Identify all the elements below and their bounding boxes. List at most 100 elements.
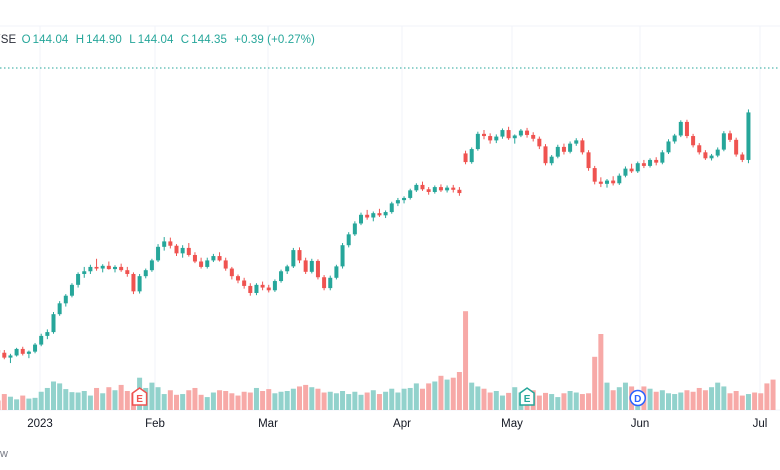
volume-bar[interactable]: [32, 397, 38, 410]
volume-bar[interactable]: [0, 400, 1, 411]
volume-bar[interactable]: [721, 386, 727, 410]
volume-bar[interactable]: [266, 389, 272, 410]
volume-bar[interactable]: [217, 390, 223, 410]
volume-bar[interactable]: [327, 391, 333, 410]
volume-bar[interactable]: [770, 379, 776, 410]
volume-bar[interactable]: [622, 382, 628, 410]
volume-bar[interactable]: [51, 381, 56, 411]
earnings-marker[interactable]: E: [131, 387, 148, 406]
candle[interactable]: [211, 253, 216, 263]
volume-bar[interactable]: [463, 311, 469, 410]
candle[interactable]: [174, 244, 179, 257]
volume-bar[interactable]: [174, 394, 179, 410]
volume-bar[interactable]: [1, 394, 7, 410]
volume-bar[interactable]: [727, 393, 733, 410]
candle[interactable]: [561, 143, 566, 155]
candle[interactable]: [365, 209, 370, 220]
volume-bar[interactable]: [702, 390, 708, 410]
candle[interactable]: [617, 173, 622, 185]
candle[interactable]: [297, 247, 302, 264]
candle[interactable]: [728, 130, 732, 143]
candle[interactable]: [285, 264, 290, 274]
candle[interactable]: [315, 259, 320, 280]
candle[interactable]: [76, 272, 81, 288]
volume-bar[interactable]: [696, 387, 702, 410]
candle[interactable]: [266, 284, 271, 293]
candle[interactable]: [709, 153, 714, 161]
candle[interactable]: [500, 128, 505, 139]
volume-bar[interactable]: [561, 393, 567, 410]
candle[interactable]: [494, 134, 499, 144]
candle[interactable]: [703, 150, 708, 160]
candle[interactable]: [45, 329, 50, 340]
volume-bar[interactable]: [284, 391, 290, 410]
candle[interactable]: [260, 281, 265, 291]
candle[interactable]: [371, 211, 376, 222]
volume-bar[interactable]: [333, 393, 339, 410]
candle[interactable]: [33, 342, 38, 354]
volume-bar[interactable]: [376, 394, 382, 410]
candle[interactable]: [641, 159, 646, 169]
candle[interactable]: [359, 212, 363, 226]
candle[interactable]: [291, 247, 296, 269]
candle[interactable]: [100, 264, 105, 273]
candle[interactable]: [586, 150, 591, 171]
volume-bar[interactable]: [739, 395, 745, 410]
volume-bar[interactable]: [57, 383, 63, 410]
volume-bar[interactable]: [450, 377, 456, 410]
volume-bar[interactable]: [223, 391, 229, 410]
volume-bar[interactable]: [198, 394, 204, 410]
candle[interactable]: [340, 243, 345, 269]
candle[interactable]: [605, 178, 609, 188]
volume-bar[interactable]: [715, 382, 721, 410]
volume-bar[interactable]: [87, 395, 93, 410]
candle[interactable]: [39, 333, 44, 347]
candle[interactable]: [143, 268, 148, 279]
volume-bar[interactable]: [100, 393, 106, 410]
candle[interactable]: [248, 283, 253, 296]
candle[interactable]: [488, 133, 493, 144]
volume-bar[interactable]: [752, 392, 758, 410]
candle[interactable]: [113, 265, 117, 273]
candle[interactable]: [383, 210, 388, 219]
candle[interactable]: [475, 131, 480, 151]
candle[interactable]: [168, 237, 173, 249]
volume-bar[interactable]: [493, 391, 499, 410]
candle[interactable]: [734, 137, 739, 157]
candle[interactable]: [635, 161, 640, 173]
candle[interactable]: [346, 232, 351, 248]
candle[interactable]: [199, 257, 204, 269]
volume-bar[interactable]: [567, 391, 573, 410]
candle[interactable]: [451, 184, 456, 193]
candle[interactable]: [242, 277, 247, 289]
volume-bar[interactable]: [321, 392, 327, 410]
volume-bar[interactable]: [475, 386, 481, 410]
candle[interactable]: [26, 350, 31, 359]
volume-bar[interactable]: [672, 394, 678, 410]
candle[interactable]: [543, 144, 548, 166]
volume-bar[interactable]: [7, 396, 13, 410]
volume-bar[interactable]: [192, 387, 198, 410]
volume-bar[interactable]: [235, 395, 241, 410]
candle[interactable]: [119, 263, 124, 272]
volume-bar[interactable]: [733, 391, 739, 410]
volume-bar[interactable]: [536, 395, 542, 410]
volume-bar[interactable]: [14, 399, 20, 410]
candle[interactable]: [740, 152, 745, 163]
candle[interactable]: [322, 275, 327, 291]
candle[interactable]: [272, 279, 277, 292]
volume-bar[interactable]: [592, 356, 598, 410]
candle[interactable]: [525, 127, 530, 138]
candle[interactable]: [395, 197, 400, 207]
candle[interactable]: [180, 245, 185, 258]
candle[interactable]: [457, 187, 462, 196]
volume-bar[interactable]: [352, 391, 358, 410]
volume-bar[interactable]: [180, 394, 186, 410]
candle[interactable]: [254, 283, 259, 296]
candle[interactable]: [746, 109, 751, 164]
candle[interactable]: [223, 257, 228, 271]
volume-bar[interactable]: [44, 387, 50, 410]
candle[interactable]: [426, 187, 431, 195]
volume-bar[interactable]: [346, 394, 352, 410]
volume-bar[interactable]: [94, 387, 100, 410]
